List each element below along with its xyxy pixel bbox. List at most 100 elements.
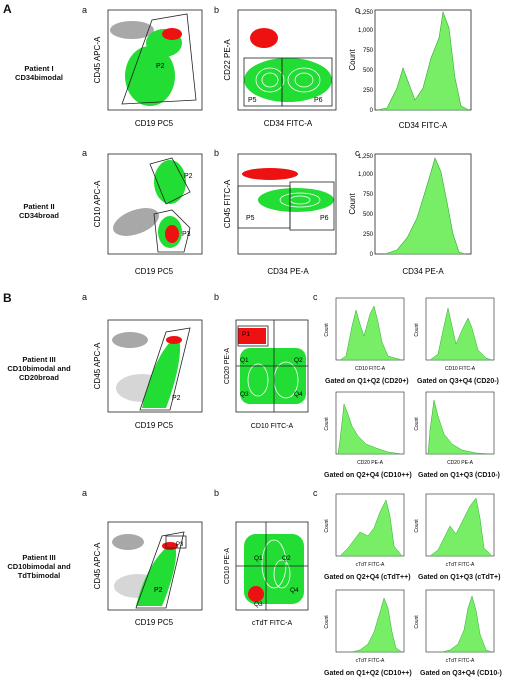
panel-letter: c <box>355 148 360 158</box>
x-axis-label: CD10 FITC-A <box>251 423 294 430</box>
x-axis-label: CD34 FITC-A <box>264 119 313 128</box>
gate-label: P5 <box>248 97 257 104</box>
patient-subtitle: CD34bimodal <box>15 73 63 82</box>
gated-caption: Gated on Q1+Q3 (cTdT+) <box>418 574 501 581</box>
mini-histogram-cd10-cd20pos: CD10 FITC-A Count <box>324 297 405 372</box>
patient-name: Patient III <box>22 553 56 562</box>
contourplot-p2-cd34-cd45: P5 P6 CD34 PE-A CD45 FITC-A <box>223 153 337 276</box>
gate-label: P6 <box>314 97 323 104</box>
x-axis-label: cTdT FITC-A <box>446 562 475 568</box>
y-tick-label: 250 <box>363 232 374 238</box>
y-tick-label: 1,000 <box>358 28 374 34</box>
mini-histogram-ctdt-p: cTdT FITC-A Count <box>414 493 495 568</box>
y-tick-label: 1,250 <box>358 154 374 160</box>
y-tick-label: 500 <box>363 68 374 74</box>
x-axis-label: CD10 FITC-A <box>355 366 386 372</box>
histogram-p1-cd34: 0 250 500 750 1,000 1,250 CD34 FITC-A Co… <box>348 9 472 130</box>
patient-name: Patient I <box>24 64 54 73</box>
panel-letter: a <box>82 148 88 158</box>
y-tick-label: 750 <box>363 192 374 198</box>
x-axis-label: CD19 PC5 <box>135 267 174 276</box>
y-axis-label: Count <box>324 323 330 337</box>
patient-subtitle: CD34broad <box>18 211 59 220</box>
x-axis-label: CD19 PC5 <box>135 421 174 430</box>
gated-caption: Gated on Q1+Q3 (CD10-) <box>418 472 500 479</box>
panel-letter: a <box>82 488 88 498</box>
y-axis-label: Count <box>414 417 420 431</box>
patient-label-3: Patient III CD10bimodal and CD20broad <box>2 355 76 382</box>
contourplot-p1-cd34-cd22: P5 P6 CD34 FITC-A CD22 PE-A <box>223 9 337 128</box>
gate-label: P2 <box>184 173 193 180</box>
panel-letter: b <box>214 5 220 15</box>
panel-letter: a <box>82 292 88 302</box>
patient-name: Patient II <box>23 202 55 211</box>
mini-histogram-ctdt-pp: cTdT FITC-A Count <box>324 493 405 568</box>
gate-label: P2 <box>172 395 181 402</box>
y-axis-label: Count <box>414 519 420 533</box>
gate-label: P5 <box>246 215 255 222</box>
contourplot-p3-cd10-cd20: P1 Q1 Q2 Q3 Q4 CD10 FITC-A CD20 PE-A <box>224 319 309 430</box>
gated-caption: Gated on Q2+Q4 (CD10++) <box>324 472 412 479</box>
y-axis-label: CD20 PE-A <box>224 348 231 385</box>
y-axis-label: Count <box>324 417 330 431</box>
mini-histogram-cd20-cd10neg: CD20 PE-A Count <box>414 391 495 466</box>
contourplot-p3b-ctdt-cd10: Q1 Q2 Q3 Q4 cTdT FITC-A CD10 PE-A <box>224 521 309 627</box>
mini-histogram-cd10-pp: cTdT FITC-A Count <box>324 589 405 664</box>
panel-letter: c <box>355 5 360 15</box>
y-tick-label: 0 <box>370 252 374 258</box>
x-axis-label: CD34 FITC-A <box>399 121 448 130</box>
patient-label-4: Patient III CD10bimodal and TdTbimodal <box>2 553 76 580</box>
gate-label: P3 <box>182 231 191 238</box>
y-axis-label: CD22 PE-A <box>223 39 232 81</box>
y-tick-label: 500 <box>363 212 374 218</box>
gate-label: P1 <box>242 331 250 338</box>
y-axis-label: Count <box>348 193 357 215</box>
panel-letter: c <box>313 292 318 302</box>
y-axis-label: Count <box>324 519 330 533</box>
gate-label: P2 <box>154 587 163 594</box>
histogram-p2-cd34: 0 250 500 750 1,000 1,250 CD34 PE-A Coun… <box>348 153 472 276</box>
gate-label: Q2 <box>294 357 303 364</box>
panel-letter: a <box>82 5 88 15</box>
dotplot-p2-cd19-cd10: P2 P3 CD19 PC5 CD10 APC-A <box>93 153 203 276</box>
gated-caption: Gated on Q3+Q4 (CD10-) <box>420 670 502 677</box>
gated-caption: Gated on Q3+Q4 (CD20-) <box>417 378 499 385</box>
y-axis-label: CD45 APC-A <box>93 342 102 389</box>
x-axis-label: CD19 PC5 <box>135 618 174 627</box>
gate-label: Q2 <box>282 555 291 562</box>
x-axis-label: CD20 PE-A <box>447 460 474 466</box>
dotplot-p1-cd19-cd45: P2 CD19 PC5 CD45 APC-A <box>93 9 203 128</box>
x-axis-label: cTdT FITC-A <box>356 658 385 664</box>
y-axis-label: CD45 APC-A <box>93 36 102 83</box>
y-axis-label: Count <box>414 615 420 629</box>
patient-subtitle: CD10bimodal and TdTbimodal <box>7 562 71 580</box>
x-axis-label: cTdT FITC-A <box>446 658 475 664</box>
gated-caption: Gated on Q2+Q4 (cTdT++) <box>324 574 411 581</box>
gate-label: P3 <box>176 542 184 548</box>
dotplot-p3-cd19-cd45: P2 CD19 PC5 CD45 APC-A <box>93 319 203 430</box>
y-axis-label: Count <box>324 615 330 629</box>
gated-caption: Gated on Q1+Q2 (CD20+) <box>325 378 409 385</box>
y-tick-label: 1,000 <box>358 172 374 178</box>
gate-label: Q4 <box>290 587 299 594</box>
gate-label: P2 <box>156 63 165 70</box>
x-axis-label: CD34 PE-A <box>267 267 309 276</box>
y-tick-label: 1,250 <box>358 10 374 16</box>
section-label-b: B <box>3 291 12 305</box>
x-axis-label: cTdT FITC-A <box>356 562 385 568</box>
panel-letter: b <box>214 488 220 498</box>
y-tick-label: 250 <box>363 88 374 94</box>
y-axis-label: Count <box>348 49 357 71</box>
dotplot-p3b-cd19-cd45: P3 P2 CD19 PC5 CD45 APC-A <box>93 521 203 627</box>
patient-subtitle: CD10bimodal and CD20broad <box>7 364 71 382</box>
x-axis-label: CD34 PE-A <box>402 267 444 276</box>
panel-letter: c <box>313 488 318 498</box>
gate-label: Q4 <box>294 391 303 398</box>
mini-histogram-cd20-cd10pp: CD20 PE-A Count <box>324 391 405 466</box>
patient-label-2: Patient II CD34broad <box>2 202 76 220</box>
x-axis-label: CD20 PE-A <box>357 460 384 466</box>
patient-label-1: Patient I CD34bimodal <box>2 64 76 82</box>
gate-label: Q3 <box>254 601 263 608</box>
y-axis-label: CD10 APC-A <box>93 180 102 227</box>
y-tick-label: 750 <box>363 48 374 54</box>
